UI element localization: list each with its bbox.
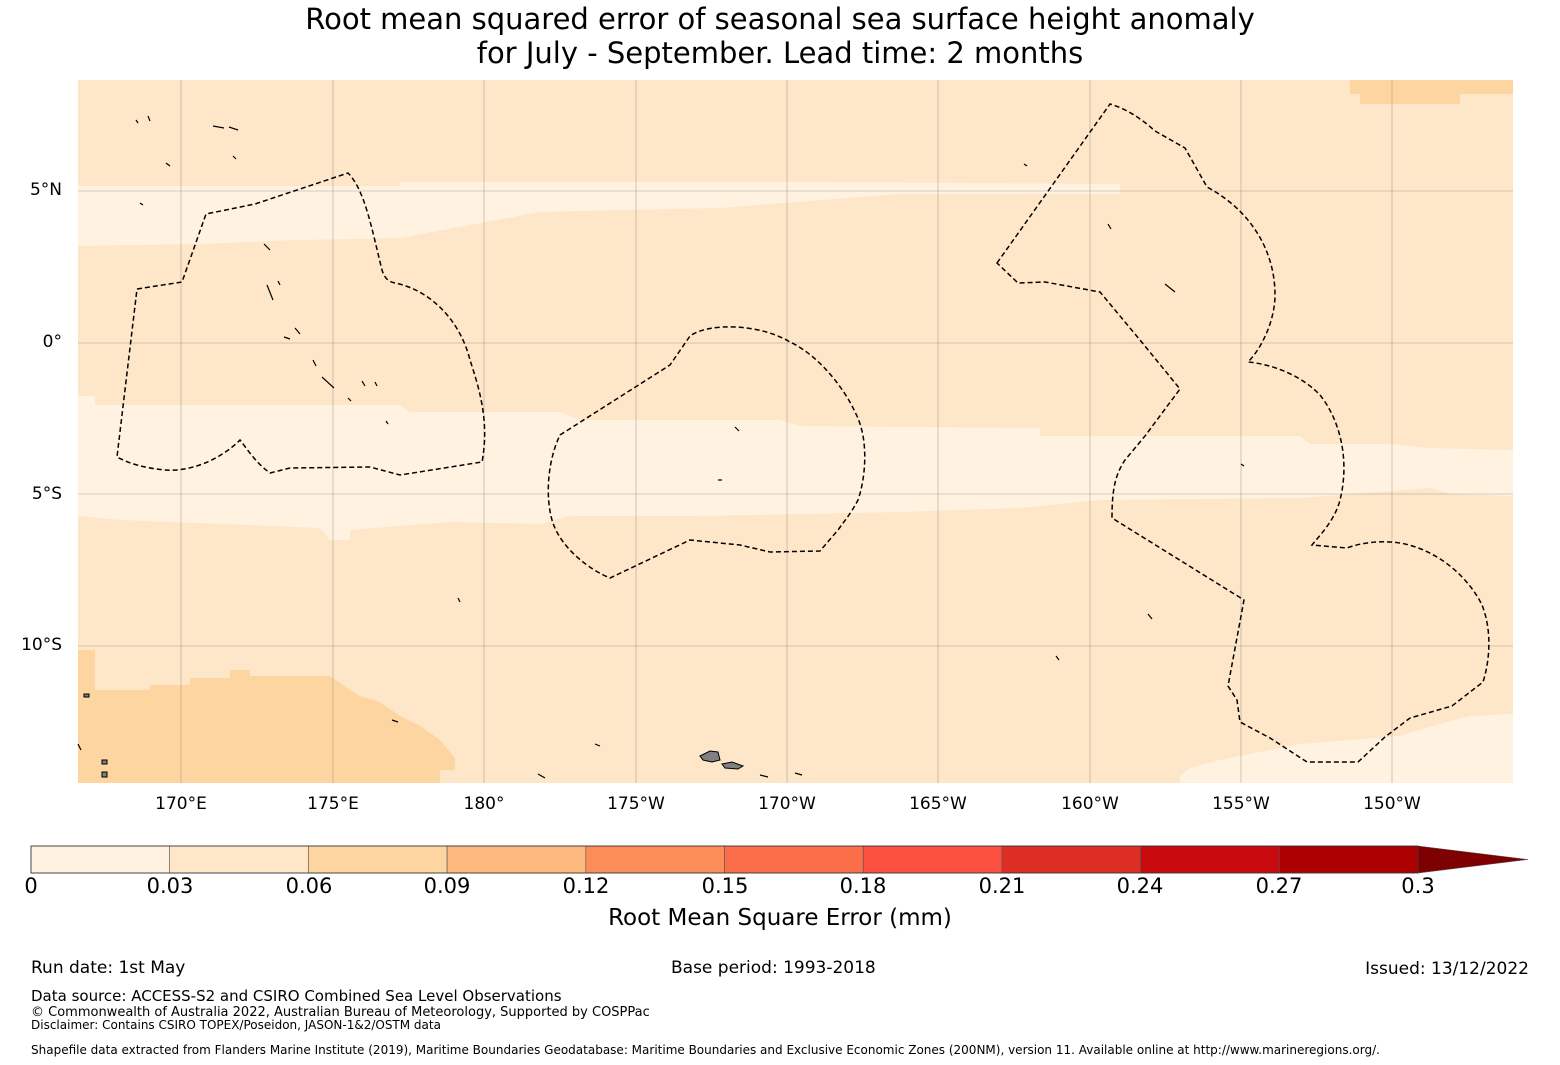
issued-date: Issued: 13/12/2022: [1365, 959, 1529, 979]
disclaimer: Disclaimer: Contains CSIRO TOPEX/Poseido…: [31, 1018, 441, 1032]
chart-title: Root mean squared error of seasonal sea …: [0, 2, 1560, 70]
eez-tokelau: [547, 326, 866, 579]
cb-tick-7: 0.21: [978, 874, 1026, 898]
data-source: Data source: ACCESS-S2 and CSIRO Combine…: [31, 987, 562, 1005]
land-isle-sw: [101, 759, 108, 765]
lon-label-155w: 155°W: [1212, 794, 1270, 814]
cb-tick-10: 0.3: [1401, 874, 1435, 898]
lat-label-0: 0°: [42, 332, 62, 352]
lon-label-175e: 175°E: [307, 794, 359, 814]
cb-tick-3: 0.09: [423, 874, 471, 898]
colorbar: [30, 845, 1529, 874]
lon-label-160w: 160°W: [1061, 794, 1119, 814]
lat-label-10s: 10°S: [21, 635, 62, 655]
colorbar-segment-8: [1140, 845, 1280, 874]
atolls: [77, 115, 1245, 779]
base-period: Base period: 1993-2018: [671, 958, 876, 978]
lat-label-5n: 5°N: [29, 180, 62, 200]
field-band-south: [78, 396, 1513, 540]
eez-kiribati-gilberts: [116, 172, 486, 476]
title-line-1: Root mean squared error of seasonal sea …: [305, 2, 1255, 36]
colorbar-segment-5: [724, 845, 864, 874]
colorbar-segment-9: [1279, 845, 1419, 874]
lon-label-165w: 165°W: [909, 794, 967, 814]
colorbar-segment-6: [862, 845, 1003, 874]
field-band-north: [78, 182, 1120, 246]
eez-boundaries: [116, 103, 1490, 763]
cb-tick-1: 0.03: [146, 874, 194, 898]
lon-label-170w: 170°W: [758, 794, 816, 814]
colorbar-frame: [30, 845, 1419, 874]
colorbar-segment-7: [1001, 845, 1141, 874]
gridlines: [78, 80, 1513, 783]
cb-tick-9: 0.27: [1255, 874, 1303, 898]
cb-tick-5: 0.15: [701, 874, 749, 898]
field-patch-se: [1180, 714, 1513, 783]
field-patch-sw: [78, 650, 455, 783]
colorbar-segment-3: [446, 845, 587, 874]
land-isle-sw2: [101, 771, 108, 778]
run-date: Run date: 1st May: [31, 958, 186, 978]
land-samoa-savaii: [699, 750, 721, 763]
title-line-2: for July - September. Lead time: 2 month…: [476, 36, 1084, 70]
colorbar-extend-arrow: [1417, 845, 1529, 874]
copyright: © Commonwealth of Australia 2022, Austra…: [31, 1005, 650, 1020]
colorbar-label: Root Mean Square Error (mm): [608, 905, 952, 931]
cb-tick-4: 0.12: [562, 874, 610, 898]
rmse-field: [78, 80, 1513, 783]
lon-label-150w: 150°W: [1363, 794, 1421, 814]
cb-tick-6: 0.18: [839, 874, 887, 898]
cb-tick-0: 0: [24, 874, 38, 898]
lon-label-170e: 170°E: [155, 794, 207, 814]
land-fiji-isle: [83, 693, 90, 698]
lon-label-180: 180°: [463, 794, 505, 814]
land-features: [83, 693, 745, 778]
colorbar-segment-4: [585, 845, 725, 874]
field-patch-ne: [1350, 80, 1513, 104]
colorbar-segment-0: [30, 845, 170, 874]
eez-line-islands: [996, 103, 1490, 763]
colorbar-segment-2: [308, 845, 448, 874]
land-samoa-upolu: [721, 761, 745, 770]
lat-label-5s: 5°S: [31, 484, 62, 504]
lon-label-175w: 175°W: [607, 794, 665, 814]
cb-tick-2: 0.06: [285, 874, 333, 898]
cb-tick-8: 0.24: [1116, 874, 1164, 898]
colorbar-segment-1: [169, 845, 309, 874]
shapefile-credit: Shapefile data extracted from Flanders M…: [31, 1043, 1380, 1057]
